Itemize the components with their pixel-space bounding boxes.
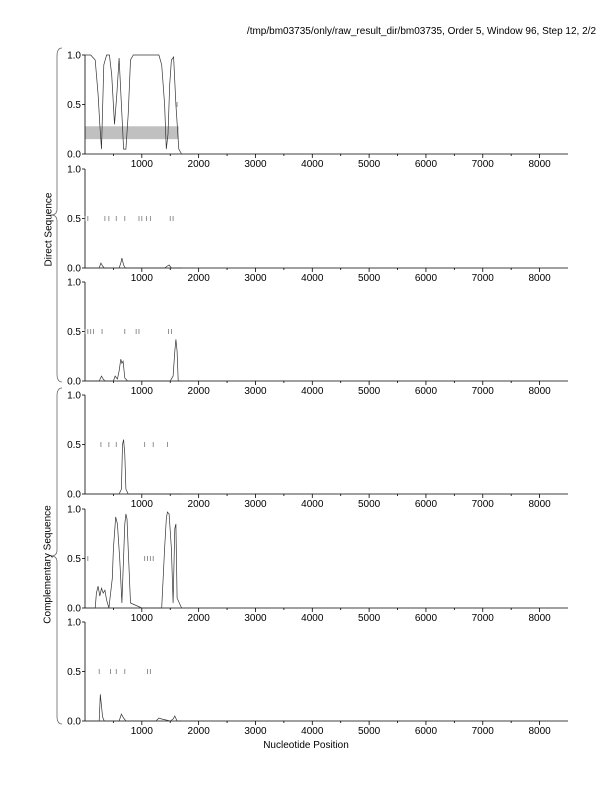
panel-3-x-tick-label: 5000	[358, 386, 381, 397]
panel-5-x-tick-label: 2000	[188, 613, 211, 624]
panel-6-x-tick-label: 3000	[244, 726, 267, 737]
panel-3-y-tick-label: 0.5	[67, 327, 81, 338]
panel-5-y-tick-label: 0.0	[67, 604, 81, 615]
panel-1-series-line	[85, 54, 182, 155]
panel-5-x-tick-label: 4000	[301, 613, 324, 624]
panel-2-y-tick-label: 0.0	[67, 264, 81, 275]
panel-4-x-tick-label: 6000	[415, 499, 438, 510]
panel-6-x-tick-label: 6000	[415, 726, 438, 737]
panel-6-x-tick-label: 2000	[188, 726, 211, 737]
panel-6-x-tick-label: 7000	[472, 726, 495, 737]
panel-3-x-tick-label: 2000	[188, 386, 211, 397]
panel-6-y-tick-label: 0.0	[67, 717, 81, 728]
panel-4-x-tick-label: 8000	[528, 499, 551, 510]
panel-1-x-tick-label: 6000	[415, 159, 438, 170]
panel-3-series-line	[85, 339, 182, 382]
panel-2-y-tick-label: 0.5	[67, 214, 81, 225]
panel-1-y-tick-label: 1.0	[67, 51, 81, 62]
complementary-sequence-label: Complementary Sequence	[42, 505, 54, 624]
panel-5-x-tick-label: 5000	[358, 613, 381, 624]
run-header: /tmp/bm03735/only/raw_result_dir/bm03735…	[246, 26, 596, 37]
panel-4-x-tick-label: 1000	[131, 499, 154, 510]
panel-4-series-line	[85, 439, 182, 495]
panel-4-x-tick-label: 2000	[188, 499, 211, 510]
panel-1-x-tick-label: 7000	[472, 159, 495, 170]
panel-6-y-tick-label: 0.5	[67, 667, 81, 678]
panel-3-x-tick-label: 8000	[528, 386, 551, 397]
panel-6-x-tick-label: 4000	[301, 726, 324, 737]
panel-2-x-tick-label: 7000	[472, 273, 495, 284]
panel-1-x-tick-label: 3000	[244, 159, 267, 170]
panel-6-series-line	[85, 694, 182, 722]
panel-2-y-tick-label: 1.0	[67, 165, 81, 176]
panel-1-x-tick-label: 5000	[358, 159, 381, 170]
panel-2-x-tick-label: 1000	[131, 273, 154, 284]
panel-6-x-tick-label: 1000	[131, 726, 154, 737]
panel-3-x-tick-label: 1000	[131, 386, 154, 397]
panel-5-x-tick-label: 1000	[131, 613, 154, 624]
panel-5-x-tick-label: 3000	[244, 613, 267, 624]
panel-5-series-line	[85, 511, 182, 609]
panel-6-x-tick-label: 8000	[528, 726, 551, 737]
direct-sequence-brace	[50, 47, 63, 383]
panel-1-y-tick-label: 0.0	[67, 150, 81, 161]
panel-5-x-tick-label: 8000	[528, 613, 551, 624]
panel-2-x-tick-label: 6000	[415, 273, 438, 284]
panel-5-y-tick-label: 1.0	[67, 505, 81, 516]
panel-5-x-tick-label: 6000	[415, 613, 438, 624]
panel-4-x-tick-label: 7000	[472, 499, 495, 510]
panel-1-shaded-region	[85, 126, 179, 140]
panel-2-x-tick-label: 2000	[188, 273, 211, 284]
panel-2-series-line	[85, 258, 182, 269]
panel-4-y-tick-label: 0.5	[67, 440, 81, 451]
panel-1-x-tick-label: 1000	[131, 159, 154, 170]
panel-5-y-tick-label: 0.5	[67, 554, 81, 565]
panel-2-x-tick-label: 4000	[301, 273, 324, 284]
panel-3-y-tick-label: 1.0	[67, 278, 81, 289]
panel-6-y-tick-label: 1.0	[67, 618, 81, 629]
panel-3-x-tick-label: 3000	[244, 386, 267, 397]
x-axis-label: Nucleotide Position	[263, 740, 349, 751]
panel-5-x-tick-label: 7000	[472, 613, 495, 624]
panel-3-x-tick-label: 6000	[415, 386, 438, 397]
complementary-sequence-brace	[50, 387, 63, 725]
panel-6-x-tick-label: 5000	[358, 726, 381, 737]
panel-1-x-tick-label: 8000	[528, 159, 551, 170]
direct-sequence-label: Direct Sequence	[43, 192, 55, 267]
panel-3-y-tick-label: 0.0	[67, 377, 81, 388]
panel-4-x-tick-label: 4000	[301, 499, 324, 510]
panel-4-x-tick-label: 5000	[358, 499, 381, 510]
panel-1-x-tick-label: 2000	[188, 159, 211, 170]
panel-3-x-tick-label: 4000	[301, 386, 324, 397]
panel-1-x-tick-label: 4000	[301, 159, 324, 170]
panel-3-x-tick-label: 7000	[472, 386, 495, 397]
panel-4-y-tick-label: 0.0	[67, 490, 81, 501]
panel-2-x-tick-label: 8000	[528, 273, 551, 284]
panel-2-x-tick-label: 5000	[358, 273, 381, 284]
panel-4-y-tick-label: 1.0	[67, 391, 81, 402]
panel-4-x-tick-label: 3000	[244, 499, 267, 510]
panel-1-y-tick-label: 0.5	[67, 100, 81, 111]
panel-2-x-tick-label: 3000	[244, 273, 267, 284]
